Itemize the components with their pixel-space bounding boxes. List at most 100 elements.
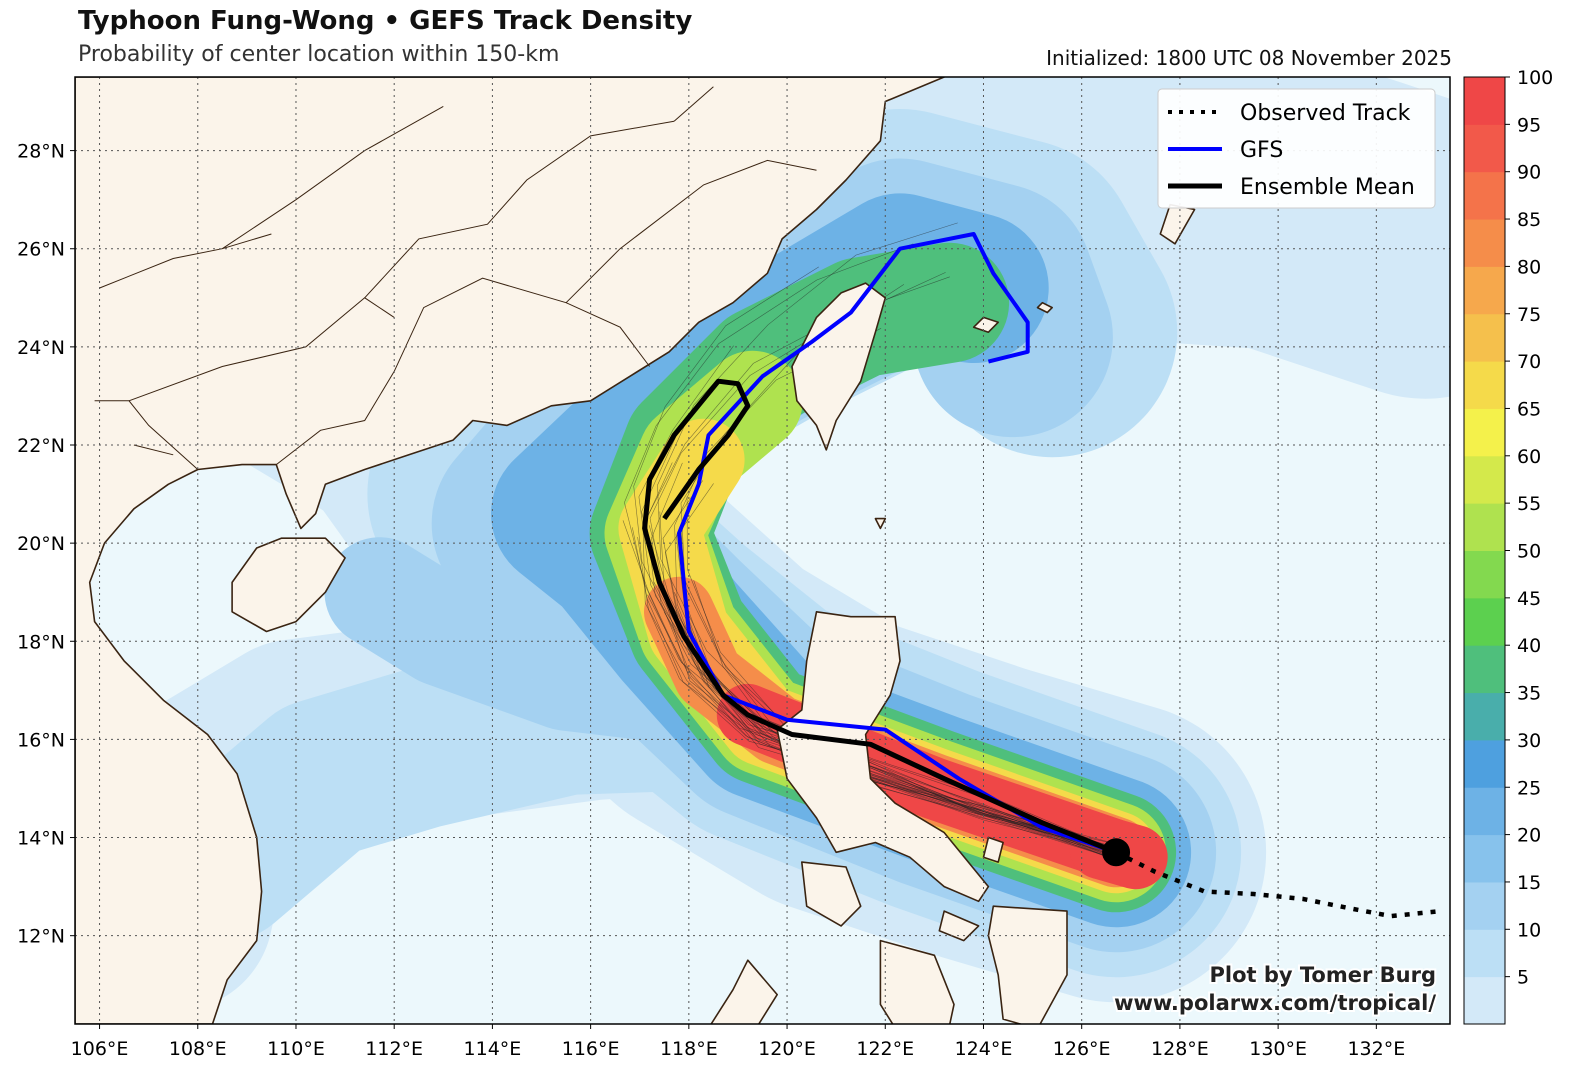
latitude-tick-label: 20°N (17, 533, 65, 555)
mainland-asia-land (75, 77, 945, 1024)
colorbar-tick-label: 95 (1517, 114, 1541, 136)
land-masses (75, 77, 1196, 1024)
probability-colorbar: 5 10 15 20 25 30 35 40 45 50 55 60 65 70 75 80 85 90 95 100 (1463, 67, 1553, 1025)
latitude-tick-label: 26°N (17, 239, 65, 261)
plot-credit: Plot by Tomer Burg www.polarwx.com/tropi… (1112, 961, 1438, 1017)
colorbar-segment (1464, 739, 1505, 788)
ensemble-member-track (633, 266, 1123, 857)
political-border (133, 444, 174, 456)
colorbar-segment (1464, 266, 1505, 315)
colorbar-tick-label: 50 (1517, 541, 1541, 563)
ensemble-member-track (645, 276, 1119, 858)
political-border (99, 233, 272, 289)
map-frame (74, 76, 1451, 1025)
colorbar-segment (1464, 787, 1505, 836)
lat-lon-gridlines (75, 77, 1450, 1024)
longitude-tick-label: 112°E (365, 1038, 423, 1060)
axis-ticks: 106°E 108°E 110°E 112°E 114°E 116°E 118°E 120°E… (17, 141, 1405, 1060)
longitude-tick-label: 106°E (71, 1038, 129, 1060)
colorbar-tick-label: 25 (1517, 777, 1541, 799)
colorbar-tick-label: 15 (1517, 872, 1541, 894)
latitude-tick-label: 22°N (17, 435, 65, 457)
colorbar-tick-label: 90 (1517, 162, 1541, 184)
colorbar-segment (1464, 313, 1505, 362)
miyako-land (1036, 301, 1053, 314)
colorbar-segment (1464, 692, 1505, 741)
longitude-tick-label: 110°E (267, 1038, 325, 1060)
forecast-tracks (642, 232, 1441, 919)
ensemble-member-track (657, 222, 1115, 853)
latitude-tick-label: 14°N (17, 828, 65, 850)
mindoro-land (801, 861, 862, 927)
credit-url: www.polarwx.com/tropical/ (1114, 991, 1436, 1015)
longitude-tick-label: 116°E (562, 1038, 620, 1060)
political-border (128, 297, 395, 402)
colorbar-segment (1464, 408, 1505, 457)
political-border (94, 400, 199, 470)
colorbar-segment (1464, 455, 1505, 504)
colorbar-tick-label: 70 (1517, 351, 1541, 373)
colorbar-segment (1464, 645, 1505, 694)
luzon-land (776, 611, 990, 903)
colorbar-segment (1464, 550, 1505, 599)
colorbar-segment (1464, 597, 1505, 646)
political-border (673, 86, 714, 122)
colorbar-segment (1464, 124, 1505, 173)
latitude-tick-label: 16°N (17, 729, 65, 751)
colorbar-tick-label: 35 (1517, 683, 1541, 705)
political-border (275, 277, 650, 465)
ensemble-member-track (664, 483, 1111, 853)
legend-gfs-label: GFS (1240, 138, 1283, 163)
colorbar-segment (1464, 929, 1505, 978)
colorbar-tick-label: 5 (1517, 967, 1529, 989)
colorbar-tick-label: 40 (1517, 635, 1541, 657)
track-legend: Observed Track GFS Ensemble Mean (1157, 88, 1436, 209)
colorbar-segment (1464, 881, 1505, 930)
batanes-land (874, 517, 887, 530)
colorbar-tick-label: 100 (1517, 67, 1553, 89)
ensemble-member-track (680, 284, 1110, 858)
political-border (222, 105, 444, 250)
longitude-tick-label: 120°E (758, 1038, 816, 1060)
longitude-tick-label: 126°E (1053, 1038, 1111, 1060)
credit-author: Plot by Tomer Burg (1210, 963, 1437, 987)
colorbar-segment (1464, 171, 1505, 220)
colorbar-tick-label: 65 (1517, 398, 1541, 420)
colorbar-tick-label: 55 (1517, 493, 1541, 515)
colorbar-segment (1464, 834, 1505, 883)
observed-track (1115, 850, 1441, 919)
palawan-land (710, 959, 778, 1024)
map-title: Typhoon Fung-Wong • GEFS Track Density (78, 6, 693, 36)
political-border (364, 120, 675, 299)
colorbar-segment (1464, 77, 1505, 125)
latitude-tick-label: 18°N (17, 631, 65, 653)
colorbar-tick-label: 20 (1517, 825, 1541, 847)
longitude-tick-label: 130°E (1249, 1038, 1307, 1060)
taiwan-land (791, 282, 887, 451)
colorbar-tick-label: 45 (1517, 588, 1541, 610)
legend-box (1157, 88, 1436, 209)
catanduanes-land (982, 836, 1004, 863)
colorbar-tick-label: 10 (1517, 919, 1541, 941)
colorbar-tick-label: 85 (1517, 209, 1541, 231)
colorbar-tick-label: 75 (1517, 304, 1541, 326)
ensemble-mean-track (642, 378, 1118, 855)
colorbar-segment (1464, 219, 1505, 267)
longitude-tick-label: 124°E (955, 1038, 1013, 1060)
colorbar-segment (1464, 361, 1505, 409)
latitude-tick-label: 28°N (17, 141, 65, 163)
longitude-tick-label: 128°E (1151, 1038, 1209, 1060)
legend-observed-label: Observed Track (1240, 101, 1411, 126)
gfs-track (677, 232, 1117, 855)
longitude-tick-label: 114°E (464, 1038, 522, 1060)
political-border (565, 159, 817, 304)
colorbar-tick-label: 80 (1517, 256, 1541, 278)
ishigaki-land (972, 316, 999, 333)
colorbar-segment (1464, 503, 1505, 551)
legend-mean-label: Ensemble Mean (1240, 175, 1415, 200)
longitude-tick-label: 108°E (169, 1038, 227, 1060)
ensemble-member-track (632, 527, 1121, 846)
colorbar-tick-label: 60 (1517, 446, 1541, 468)
initialization-time: Initialized: 1800 UTC 08 November 2025 (1046, 46, 1452, 70)
map-subtitle: Probability of center location within 15… (78, 42, 560, 67)
